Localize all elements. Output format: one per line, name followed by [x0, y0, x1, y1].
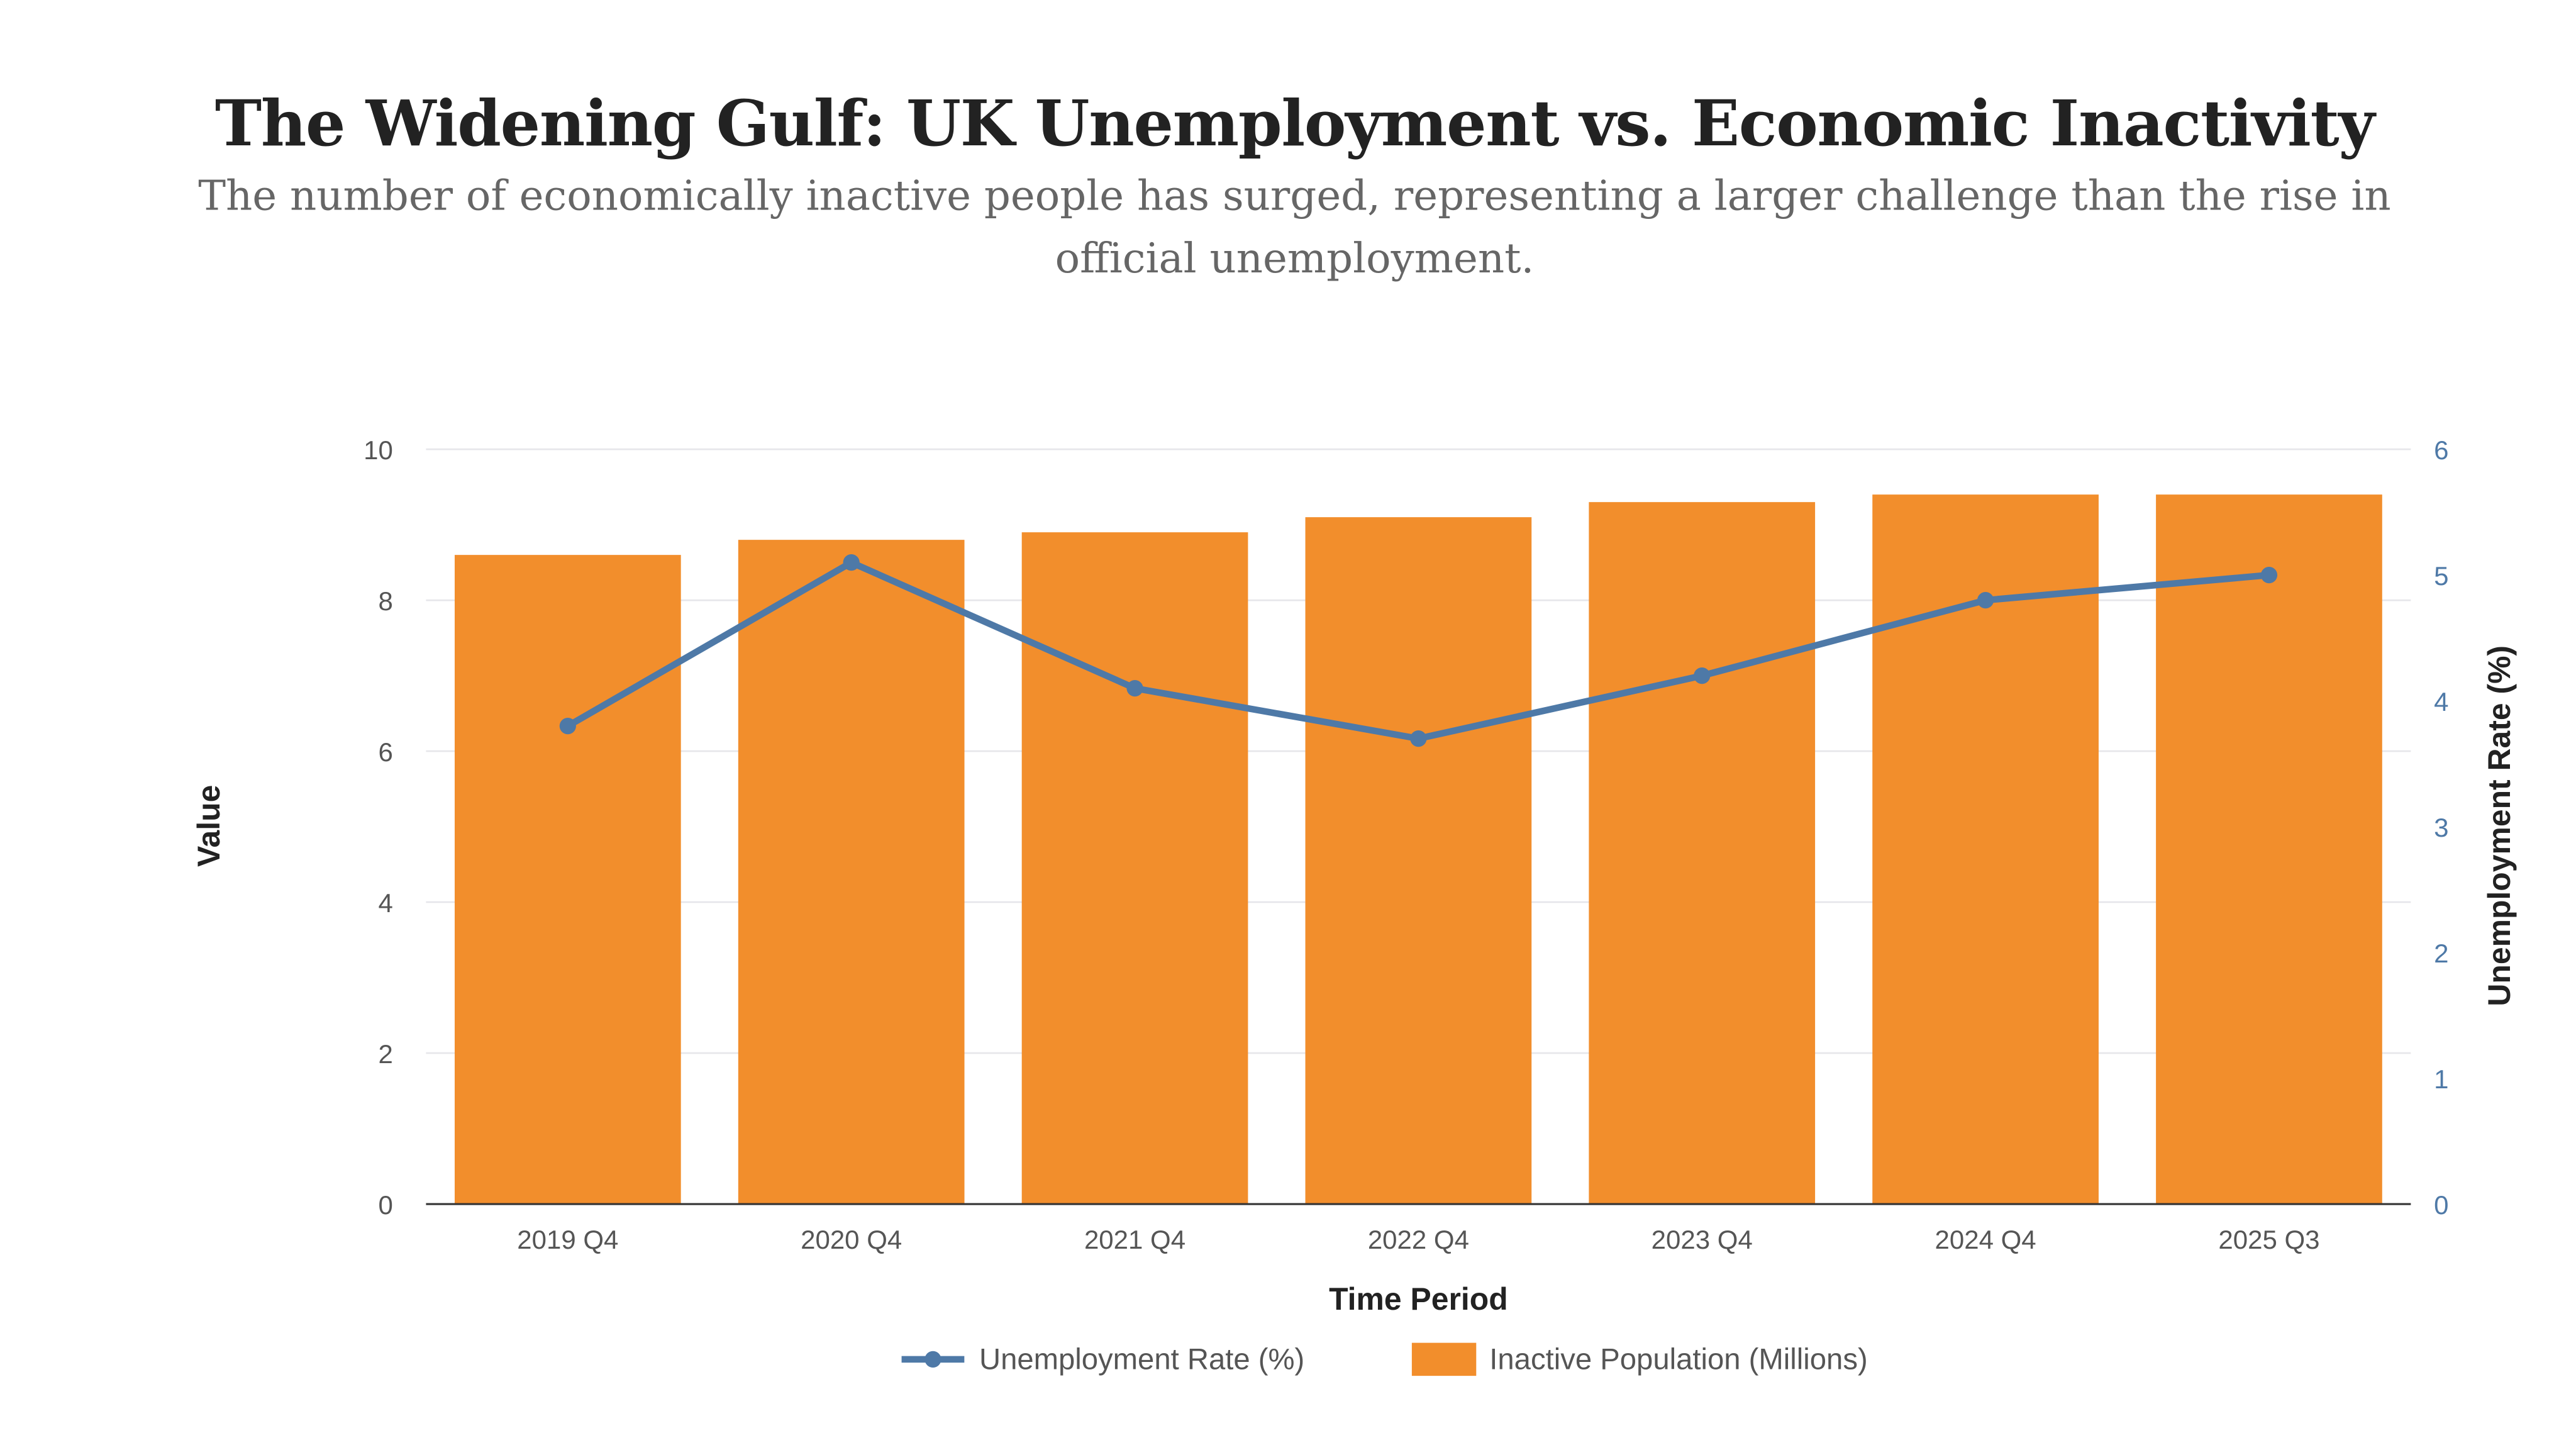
- line-point: [1410, 730, 1427, 747]
- chart-title: The Widening Gulf: UK Unemployment vs. E…: [214, 86, 2375, 160]
- line-point: [1694, 667, 1711, 684]
- x-tick-label: 2020 Q4: [801, 1225, 902, 1254]
- legend-line-marker-icon: [924, 1351, 941, 1368]
- legend-label-unemployment: Unemployment Rate (%): [979, 1343, 1304, 1376]
- y-tick-label: 8: [379, 586, 393, 616]
- bar: [1589, 502, 1816, 1205]
- y-tick-label: 6: [379, 737, 393, 767]
- legend-label-inactive: Inactive Population (Millions): [1489, 1343, 1867, 1376]
- line-point: [843, 554, 860, 571]
- y2-tick-label: 2: [2434, 939, 2448, 968]
- bar: [1872, 494, 2099, 1205]
- line-point: [559, 717, 576, 735]
- x-axis-title: Time Period: [1329, 1281, 1508, 1317]
- line-point: [1977, 592, 1994, 609]
- x-tick-label: 2019 Q4: [517, 1225, 618, 1254]
- line-point: [1126, 680, 1143, 697]
- y2-tick-label: 3: [2434, 813, 2448, 842]
- y2-tick-label: 4: [2434, 687, 2448, 717]
- y2-tick-label: 6: [2434, 435, 2448, 465]
- bar: [738, 540, 965, 1205]
- bar: [454, 555, 681, 1205]
- x-tick-label: 2025 Q3: [2218, 1225, 2319, 1254]
- line-point: [2260, 567, 2278, 584]
- chart-subtitle: The number of economically inactive peop…: [198, 172, 2391, 282]
- bar: [1305, 517, 1532, 1205]
- bar: [2156, 494, 2382, 1205]
- legend-bar-icon: [1411, 1342, 1477, 1376]
- y-tick-label: 0: [379, 1190, 393, 1220]
- x-tick-label: 2023 Q4: [1652, 1225, 1753, 1254]
- y2-tick-label: 0: [2434, 1190, 2448, 1220]
- x-tick-label: 2021 Q4: [1084, 1225, 1185, 1254]
- y2-axis-title: Unemployment Rate (%): [2482, 645, 2517, 1007]
- y-tick-label: 4: [379, 888, 393, 918]
- bar: [1021, 532, 1248, 1205]
- x-tick-label: 2022 Q4: [1368, 1225, 1469, 1254]
- y2-tick-label: 5: [2434, 561, 2448, 591]
- y2-tick-label: 1: [2434, 1064, 2448, 1094]
- y-tick-label: 2: [379, 1039, 393, 1069]
- y-axis-title: Value: [191, 785, 226, 867]
- y-tick-label: 10: [364, 435, 393, 465]
- x-tick-label: 2024 Q4: [1935, 1225, 2036, 1254]
